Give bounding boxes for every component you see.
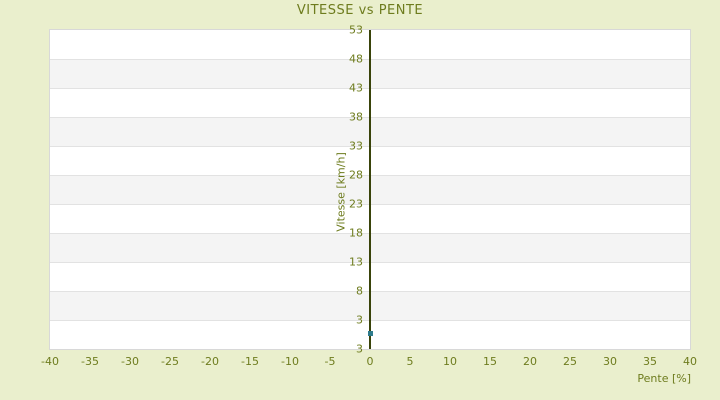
y-tick-label: 23: [349, 197, 363, 211]
y-tick-label: 43: [349, 81, 363, 95]
x-tick-label: -20: [201, 355, 219, 368]
x-tick-label: 25: [563, 355, 577, 368]
y-axis-line: [369, 30, 371, 349]
x-tick-label: 15: [483, 355, 497, 368]
y-tick-label: 8: [356, 284, 363, 298]
x-tick-label: 30: [603, 355, 617, 368]
x-tick-label: 5: [406, 355, 414, 368]
y-tick-label: 28: [349, 168, 363, 182]
x-tick-label: -10: [281, 355, 299, 368]
x-tick-label: 40: [683, 355, 697, 368]
chart-title: VITESSE vs PENTE: [296, 3, 424, 18]
x-tick-label: -15: [241, 355, 259, 368]
x-tick-label: 10: [443, 355, 457, 368]
y-tick-label: 48: [349, 52, 363, 66]
y-tick-label: 38: [349, 110, 363, 124]
data-point: [367, 330, 373, 336]
x-tick-label: -30: [121, 355, 139, 368]
y-tick-label: 53: [349, 23, 363, 37]
y-tick-label: 18: [349, 226, 363, 240]
x-tick-label: 20: [523, 355, 537, 368]
x-axis-title: Pente [%]: [637, 372, 691, 385]
y-tick-label: 3: [356, 313, 363, 327]
x-tick-label: 0: [366, 355, 374, 368]
x-tick-label: 35: [643, 355, 657, 368]
x-tick-label: -35: [81, 355, 99, 368]
y-axis-min-label: 3: [356, 342, 363, 356]
y-axis-title: Vitesse [km/h]: [334, 152, 348, 232]
x-tick-label: -25: [161, 355, 179, 368]
x-tick-label: -40: [41, 355, 59, 368]
x-tick-label: -5: [324, 355, 336, 368]
y-tick-label: 33: [349, 139, 363, 153]
y-tick-label: 13: [349, 255, 363, 269]
